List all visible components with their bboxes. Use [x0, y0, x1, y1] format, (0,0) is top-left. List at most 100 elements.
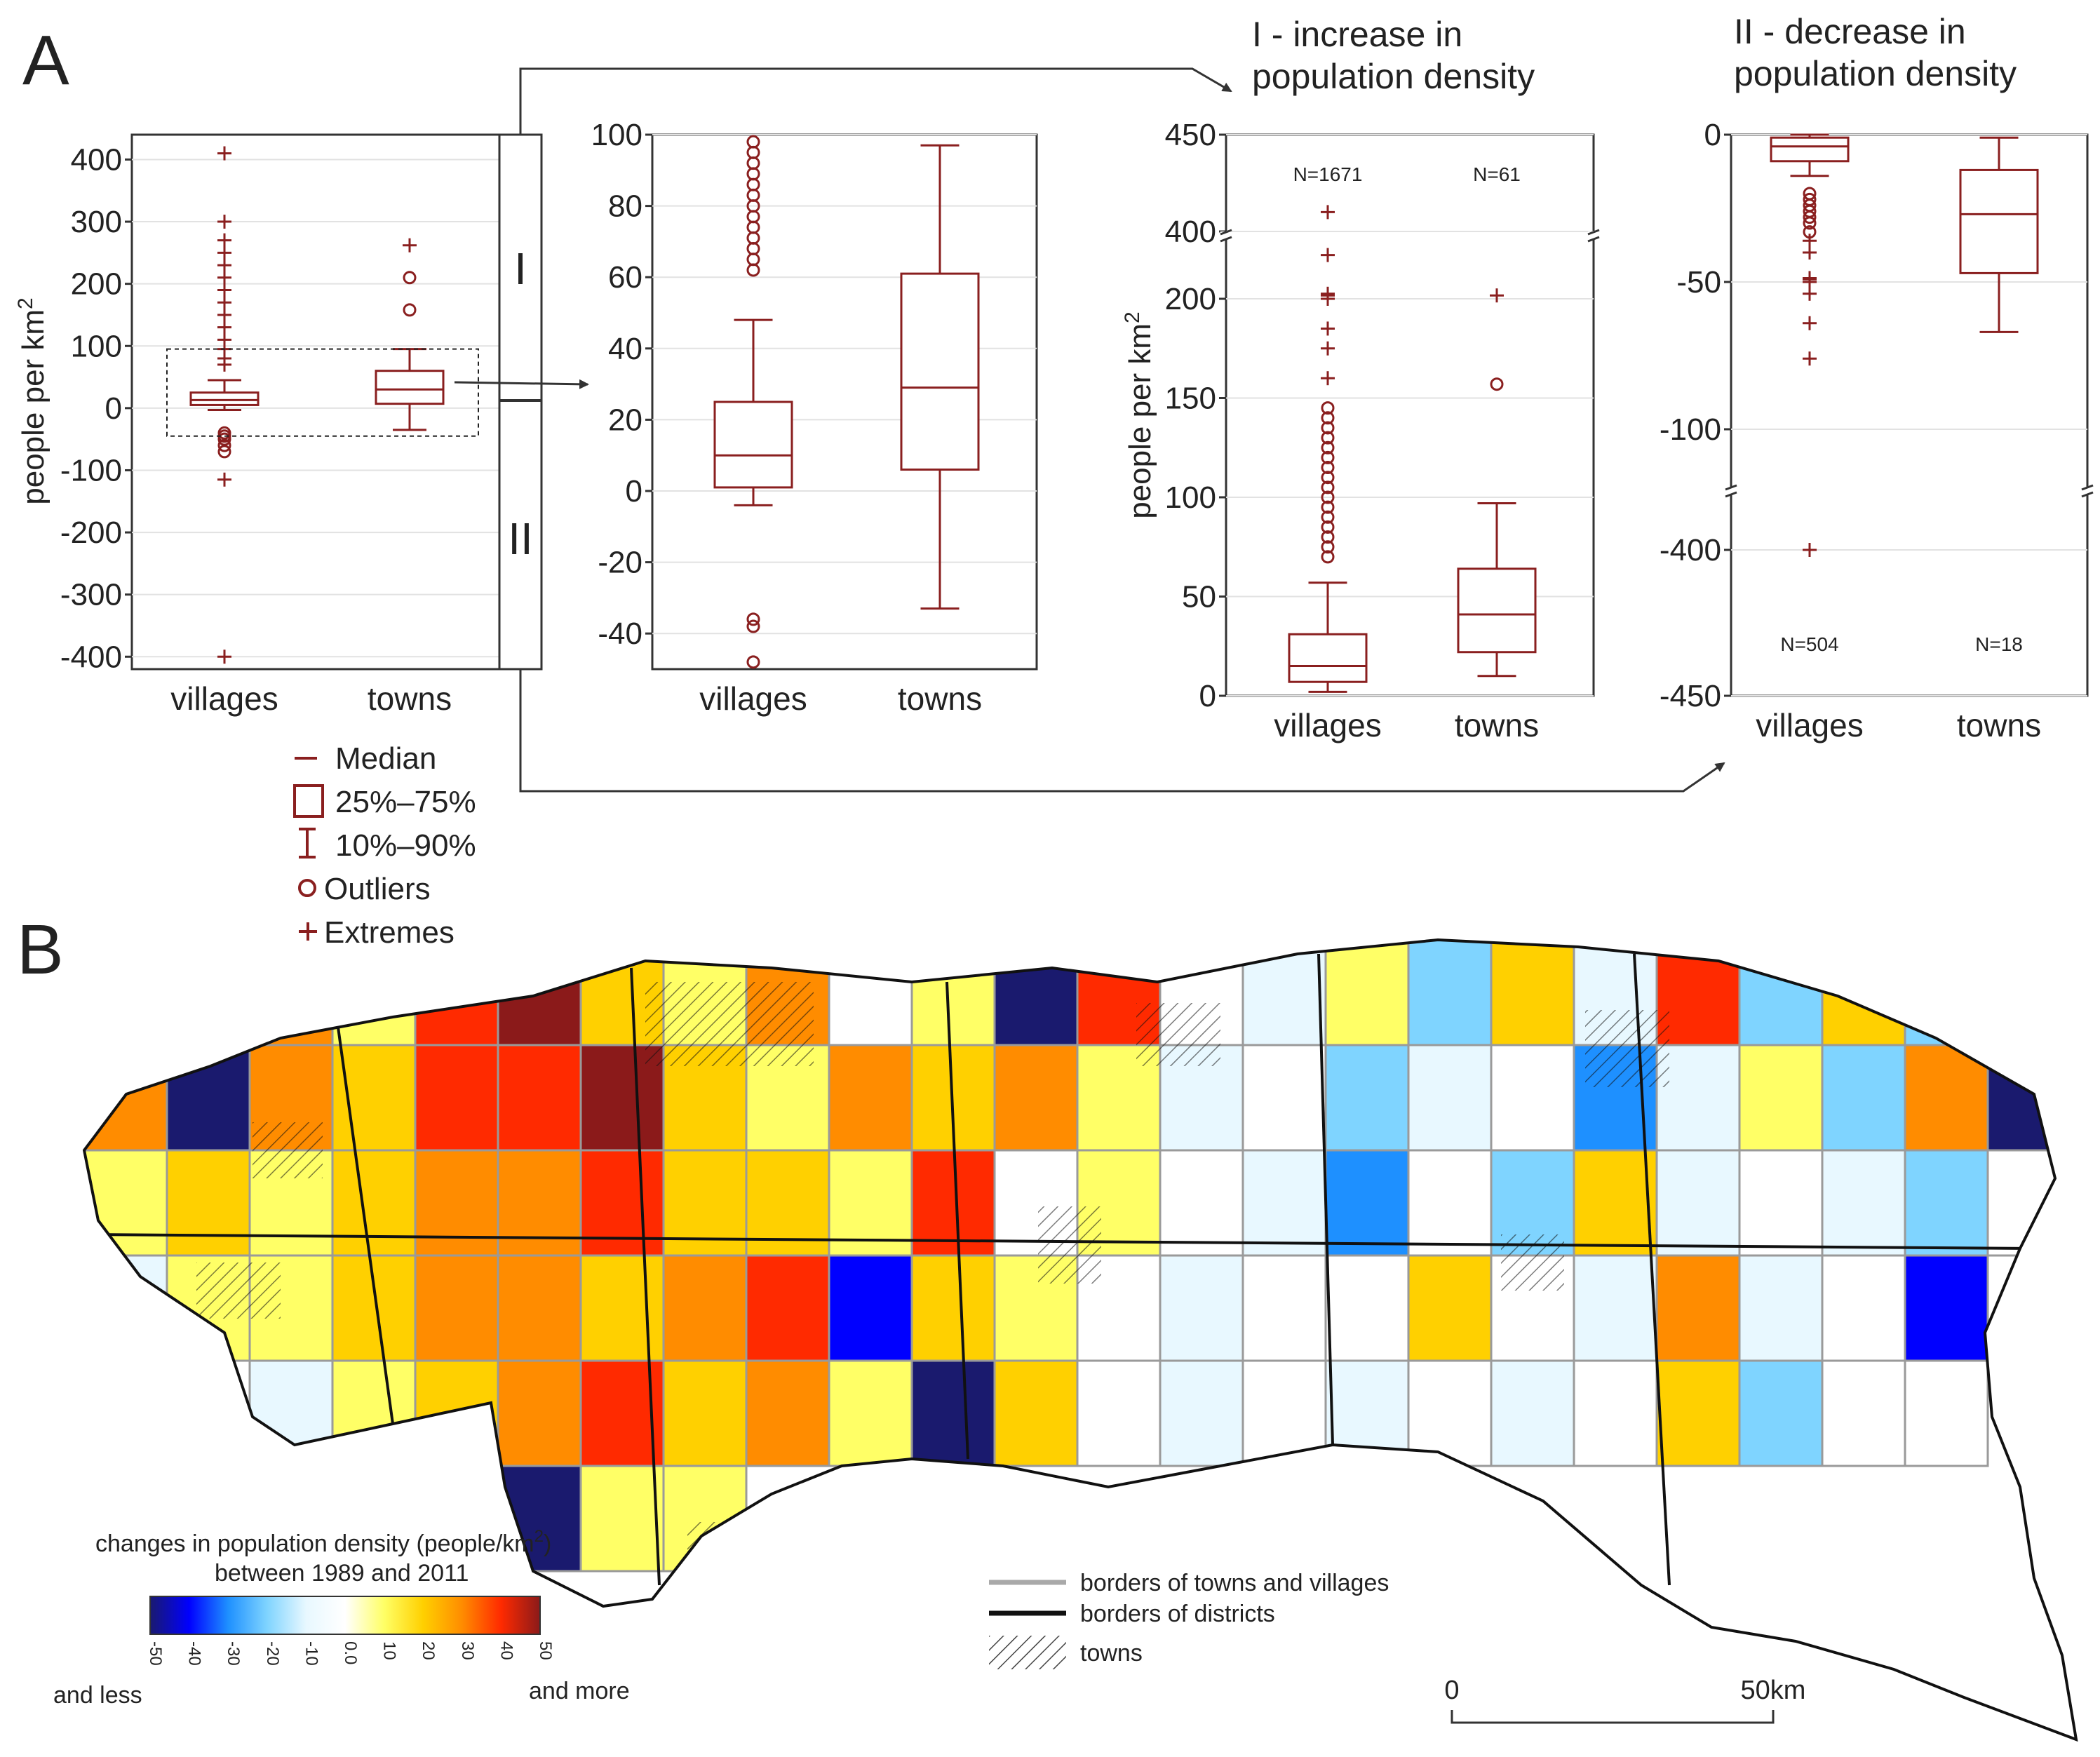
map-cell	[1821, 1044, 1906, 1152]
town-area	[196, 1263, 281, 1319]
map-cell	[1573, 1149, 1658, 1257]
outlier-point	[1803, 210, 1817, 224]
y-tick-label: 200	[71, 267, 122, 302]
colorbar-tick-label: 50	[536, 1641, 555, 1660]
map-cell	[166, 1044, 251, 1152]
map-cell	[414, 1044, 499, 1152]
map-cell	[1904, 1149, 1989, 1257]
overview-boxplot: 400 300 200 100 0 -100 -200 -300 -400 villages tow…	[14, 133, 501, 717]
decrease-title-line1: II - decrease in	[1734, 12, 1966, 51]
map-cell	[910, 1149, 996, 1257]
decrease-boxplot: 0 -50 -100 -400 -450 villages towns N=504 N=18	[1660, 118, 2094, 743]
outlier-point	[1321, 411, 1335, 425]
colorbar-tick-label: -40	[185, 1641, 204, 1666]
arrow-to-zoom	[454, 379, 589, 389]
y-tick-label: -450	[1660, 679, 1721, 713]
x-category-label: towns	[898, 680, 982, 717]
extreme-point	[217, 233, 231, 248]
outlier-point	[746, 612, 760, 626]
map-cell	[662, 1254, 748, 1362]
y-tick-label: 200	[1165, 282, 1216, 316]
extreme-point	[1490, 288, 1504, 303]
map-cell	[1490, 940, 1575, 1046]
y-axis-label: people per km2	[14, 297, 51, 505]
map-cell	[331, 1254, 417, 1362]
legend-box-label: 25%–75%	[335, 785, 476, 819]
extreme-point	[1803, 543, 1817, 557]
box-iqr	[1959, 168, 2039, 274]
y-tick-label: 0	[1704, 118, 1721, 152]
map-cell	[1655, 1254, 1741, 1362]
map-cell	[1738, 940, 1824, 1046]
y-tick-label: 400	[71, 142, 122, 177]
outlier-point	[1321, 471, 1335, 485]
map-cell	[1655, 1149, 1741, 1257]
extreme-point	[1321, 371, 1335, 386]
extreme-point	[217, 320, 231, 335]
y-tick-label: -200	[60, 516, 122, 550]
arrow-to-decrease	[519, 669, 1725, 793]
legend-box-symbol	[293, 784, 324, 818]
extreme-point	[1803, 245, 1817, 260]
map-cells	[84, 940, 2072, 1586]
outlier-point	[746, 156, 760, 170]
map-cell	[1573, 1359, 1658, 1467]
map-cell	[1407, 1044, 1493, 1152]
extreme-point	[217, 472, 231, 487]
box-iqr	[1288, 633, 1368, 683]
outlier-point	[1321, 550, 1335, 564]
legend-outlier-symbol	[298, 879, 316, 897]
district-border	[1317, 953, 1334, 1446]
extreme-point	[217, 283, 231, 297]
x-category-label: towns	[1455, 707, 1539, 743]
colorbar-tick-label: 10	[380, 1641, 399, 1660]
outlier-point	[1321, 431, 1335, 445]
extreme-point	[1803, 351, 1817, 366]
legend-whisker-symbol	[299, 828, 316, 859]
y-tick-label: 80	[608, 189, 642, 224]
colorbar-and-more: and more	[529, 1678, 630, 1704]
axis-break-mark	[1220, 236, 1232, 243]
town-area	[1585, 1010, 1669, 1087]
town-area	[253, 1122, 323, 1178]
extreme-point	[217, 357, 231, 372]
map-legend-title-line2: between 1989 and 2011	[215, 1560, 469, 1587]
plot-frame	[1225, 133, 1595, 697]
map-cell	[1821, 940, 1906, 1046]
axis-break-mark	[1725, 491, 1737, 498]
map-cell	[579, 1465, 665, 1573]
map-cell	[84, 940, 168, 1046]
map-cell	[1324, 940, 1410, 1046]
x-category-label: villages	[1274, 707, 1381, 743]
colorbar-tick-label: -10	[302, 1641, 321, 1666]
panel-letter-a: A	[22, 21, 69, 100]
colorbar-tick-label: -30	[224, 1641, 243, 1666]
increase-title-line1: I - increase in	[1252, 15, 1462, 54]
outlier-point	[746, 210, 760, 224]
outlier-point	[1321, 530, 1335, 544]
map-cell	[1986, 1149, 2072, 1257]
y-tick-label: 40	[608, 332, 642, 366]
map-color-legend: changes in population density (people/km…	[53, 1527, 630, 1709]
y-tick-label: 20	[608, 403, 642, 437]
map-cell	[1821, 1254, 1906, 1362]
outlier-point	[1321, 540, 1335, 554]
scale-bar: 0 50km	[1444, 1676, 1805, 1724]
map-cell	[745, 1359, 830, 1467]
outlier-point	[1321, 480, 1335, 494]
map-cell	[1407, 1254, 1493, 1362]
guide-arrows	[454, 67, 1725, 793]
colorbar-ticks: -50 -40 -30 -20 -10 0.0 10 20 30 40 50	[146, 1641, 555, 1666]
n-label: N=1671	[1293, 163, 1363, 185]
extreme-point	[1803, 316, 1817, 330]
map-cell	[1407, 1149, 1493, 1257]
map-cell	[497, 1149, 582, 1257]
extreme-point	[217, 295, 231, 310]
y-tick-label: 100	[1165, 480, 1216, 515]
map-border-legend: borders of towns and villages borders of…	[989, 1570, 1389, 1669]
extreme-point	[1321, 341, 1335, 356]
map-cell	[84, 1149, 168, 1257]
outlier-point	[1321, 510, 1335, 524]
map-cell	[331, 1359, 417, 1467]
